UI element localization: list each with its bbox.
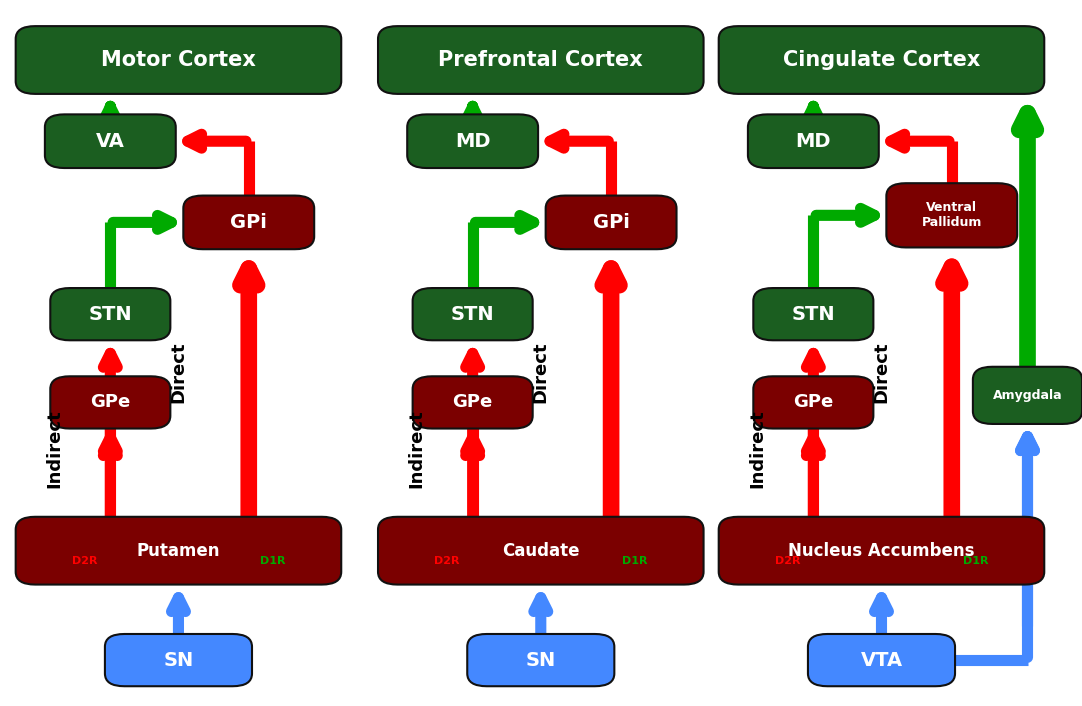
Text: MD: MD — [795, 132, 831, 150]
Text: GPi: GPi — [230, 213, 267, 232]
Text: Prefrontal Cortex: Prefrontal Cortex — [438, 50, 643, 70]
Text: Putamen: Putamen — [136, 542, 221, 560]
Text: SN: SN — [526, 651, 556, 669]
Text: D2R: D2R — [71, 556, 97, 566]
FancyBboxPatch shape — [545, 196, 676, 249]
Text: GPe: GPe — [452, 393, 492, 412]
Text: D2R: D2R — [434, 556, 460, 566]
FancyBboxPatch shape — [105, 634, 252, 686]
Text: Amygdala: Amygdala — [992, 389, 1063, 402]
Text: Ventral
Pallidum: Ventral Pallidum — [922, 201, 982, 229]
FancyBboxPatch shape — [753, 288, 873, 340]
Text: STN: STN — [792, 305, 835, 323]
Text: VA: VA — [96, 132, 124, 150]
FancyBboxPatch shape — [50, 376, 170, 429]
Text: D1R: D1R — [963, 556, 988, 566]
Text: D2R: D2R — [775, 556, 801, 566]
FancyBboxPatch shape — [50, 288, 170, 340]
Text: Direct: Direct — [531, 342, 550, 403]
Text: Nucleus Accumbens: Nucleus Accumbens — [789, 542, 975, 560]
FancyBboxPatch shape — [44, 114, 175, 168]
Text: Indirect: Indirect — [748, 409, 766, 488]
FancyBboxPatch shape — [15, 517, 341, 585]
Text: Direct: Direct — [872, 342, 890, 403]
FancyBboxPatch shape — [412, 288, 532, 340]
Text: VTA: VTA — [860, 651, 902, 669]
Text: MD: MD — [454, 132, 490, 150]
FancyBboxPatch shape — [378, 26, 703, 94]
Text: D1R: D1R — [622, 556, 647, 566]
FancyBboxPatch shape — [378, 517, 703, 585]
Text: GPe: GPe — [90, 393, 131, 412]
FancyBboxPatch shape — [808, 634, 955, 686]
FancyBboxPatch shape — [886, 183, 1017, 247]
Text: Direct: Direct — [170, 342, 187, 403]
Text: GPe: GPe — [793, 393, 833, 412]
FancyBboxPatch shape — [973, 367, 1082, 424]
Text: Cingulate Cortex: Cingulate Cortex — [782, 50, 980, 70]
FancyBboxPatch shape — [407, 114, 538, 168]
FancyBboxPatch shape — [718, 26, 1044, 94]
Text: GPi: GPi — [593, 213, 630, 232]
FancyBboxPatch shape — [467, 634, 615, 686]
Text: Motor Cortex: Motor Cortex — [101, 50, 256, 70]
Text: Caudate: Caudate — [502, 542, 580, 560]
FancyBboxPatch shape — [15, 26, 341, 94]
Text: Indirect: Indirect — [45, 409, 63, 488]
Text: SN: SN — [163, 651, 194, 669]
FancyBboxPatch shape — [183, 196, 314, 249]
Text: Indirect: Indirect — [408, 409, 425, 488]
Text: STN: STN — [89, 305, 132, 323]
FancyBboxPatch shape — [753, 376, 873, 429]
FancyBboxPatch shape — [412, 376, 532, 429]
Text: STN: STN — [451, 305, 494, 323]
FancyBboxPatch shape — [748, 114, 879, 168]
FancyBboxPatch shape — [718, 517, 1044, 585]
Text: D1R: D1R — [260, 556, 285, 566]
